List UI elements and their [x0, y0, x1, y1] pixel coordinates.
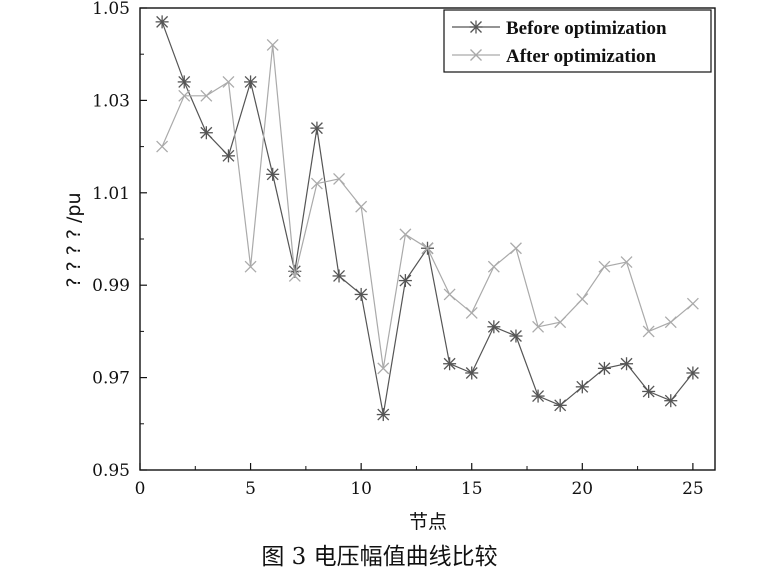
y-axis-ticks: 0.95 0.97 0.99 1.01 1.03 1.05 [92, 0, 147, 481]
data-point-after [244, 260, 257, 273]
figure-caption: 图 3 电压幅值曲线比较 [261, 544, 498, 570]
x-axis-ticks: 0 5 10 15 20 25 [135, 463, 704, 499]
data-point-before [664, 394, 678, 408]
data-point-before [398, 274, 412, 288]
data-point-after [421, 242, 434, 255]
plot-area [139, 7, 716, 471]
data-point-before [177, 75, 191, 89]
legend-marker-before [469, 20, 483, 34]
data-point-after [200, 89, 213, 102]
legend-box [443, 9, 712, 73]
data-point-before [465, 366, 479, 380]
data-point-after [156, 140, 169, 153]
x-tick-label: 20 [571, 479, 593, 499]
data-point-before [642, 384, 656, 398]
y-tick-label: 1.01 [92, 184, 130, 204]
x-tick-label: 10 [350, 479, 372, 499]
y-tick-label: 1.03 [92, 91, 130, 111]
data-point-before [199, 126, 213, 140]
y-tick-label: 0.99 [92, 276, 130, 296]
plot-frame [139, 7, 716, 471]
data-point-before [597, 361, 611, 375]
data-point-after [266, 39, 279, 51]
data-point-before [332, 269, 346, 283]
x-tick-label: 15 [461, 479, 483, 499]
data-point-after [178, 89, 191, 102]
legend-label-after: After optimization [506, 46, 656, 67]
data-point-after [487, 260, 500, 273]
data-point-after [310, 177, 323, 190]
x-axis-label: 节点 [409, 511, 447, 533]
y-tick-label: 1.05 [92, 0, 130, 19]
data-point-before [575, 380, 589, 394]
data-point-after [686, 297, 699, 310]
x-tick-label: 5 [245, 479, 256, 499]
data-point-after [554, 316, 567, 329]
series-line-before [161, 21, 694, 415]
data-point-after [532, 320, 545, 333]
data-point-before [553, 398, 567, 412]
data-point-before [487, 320, 501, 334]
data-point-after [620, 256, 633, 269]
data-point-after [465, 306, 478, 319]
data-point-before [310, 121, 324, 135]
data-point-after [576, 293, 589, 306]
data-point-after [222, 75, 235, 88]
data-point-before [531, 389, 545, 403]
data-point-after [355, 200, 368, 213]
data-point-before [443, 357, 457, 371]
data-point-after [443, 288, 456, 301]
x-tick-label: 0 [135, 479, 146, 499]
data-point-after [598, 260, 611, 273]
data-point-before [244, 75, 258, 89]
data-point-after [510, 242, 522, 255]
data-point-before [354, 287, 368, 301]
voltage-line-chart: 0.95 0.97 0.99 1.01 1.03 1.05 0 5 10 15 20 25 Befo… [63, 0, 716, 533]
legend: Before optimization After optimization [443, 9, 712, 73]
x-tick-label: 25 [682, 479, 704, 499]
y-axis-label: ? ? ? ? /pu [63, 193, 85, 288]
legend-label-before: Before optimization [506, 18, 667, 39]
data-point-before [155, 15, 169, 29]
data-point-before [376, 408, 390, 422]
data-point-before [221, 149, 235, 163]
series-layer [155, 15, 700, 422]
series-line-after [161, 44, 694, 369]
data-point-after [333, 172, 345, 185]
data-point-before [686, 366, 700, 380]
y-tick-label: 0.95 [92, 461, 130, 481]
data-point-after [664, 316, 677, 329]
data-point-after [399, 228, 412, 241]
data-point-after [377, 362, 390, 375]
data-point-before [620, 357, 634, 371]
data-point-before [509, 329, 523, 343]
data-point-after [288, 270, 301, 282]
legend-marker-after [470, 49, 482, 61]
data-point-after [642, 325, 655, 338]
data-point-before [266, 167, 280, 181]
y-tick-label: 0.97 [92, 369, 130, 389]
